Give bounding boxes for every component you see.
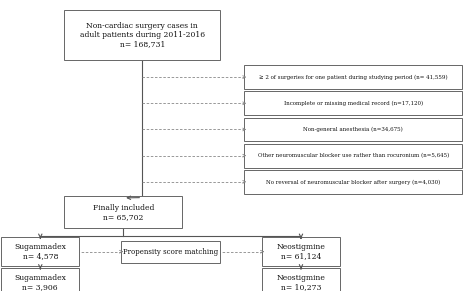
FancyBboxPatch shape: [244, 144, 462, 168]
FancyBboxPatch shape: [64, 10, 220, 60]
FancyBboxPatch shape: [244, 118, 462, 141]
FancyBboxPatch shape: [244, 65, 462, 89]
Text: Other neuromuscular blocker use rather than rocuronium (n=5,645): Other neuromuscular blocker use rather t…: [257, 153, 449, 158]
Text: No reversal of neuromuscular blocker after surgery (n=4,030): No reversal of neuromuscular blocker aft…: [266, 179, 440, 184]
Text: Sugammadex
n= 4,578: Sugammadex n= 4,578: [14, 243, 66, 260]
Text: Neostigmine
n= 61,124: Neostigmine n= 61,124: [276, 243, 326, 260]
Text: Propensity score matching: Propensity score matching: [123, 248, 218, 256]
FancyBboxPatch shape: [1, 237, 80, 266]
FancyBboxPatch shape: [121, 241, 220, 262]
Text: Incomplete or missing medical record (n=17,120): Incomplete or missing medical record (n=…: [283, 101, 423, 106]
Text: Sugammadex
n= 3,906: Sugammadex n= 3,906: [14, 274, 66, 291]
FancyBboxPatch shape: [64, 196, 182, 228]
Text: Non-general anesthesia (n=34,675): Non-general anesthesia (n=34,675): [303, 127, 403, 132]
FancyBboxPatch shape: [244, 170, 462, 194]
FancyBboxPatch shape: [262, 268, 340, 291]
FancyBboxPatch shape: [244, 91, 462, 115]
Text: Non-cardiac surgery cases in
adult patients during 2011-2016
n= 168,731: Non-cardiac surgery cases in adult patie…: [80, 22, 205, 48]
FancyBboxPatch shape: [1, 268, 80, 291]
FancyBboxPatch shape: [262, 237, 340, 266]
Text: Neostigmine
n= 10,273: Neostigmine n= 10,273: [276, 274, 326, 291]
Text: Finally included
n= 65,702: Finally included n= 65,702: [92, 204, 154, 221]
Text: ≥ 2 of surgeries for one patient during studying period (n= 41,559): ≥ 2 of surgeries for one patient during …: [259, 74, 447, 80]
